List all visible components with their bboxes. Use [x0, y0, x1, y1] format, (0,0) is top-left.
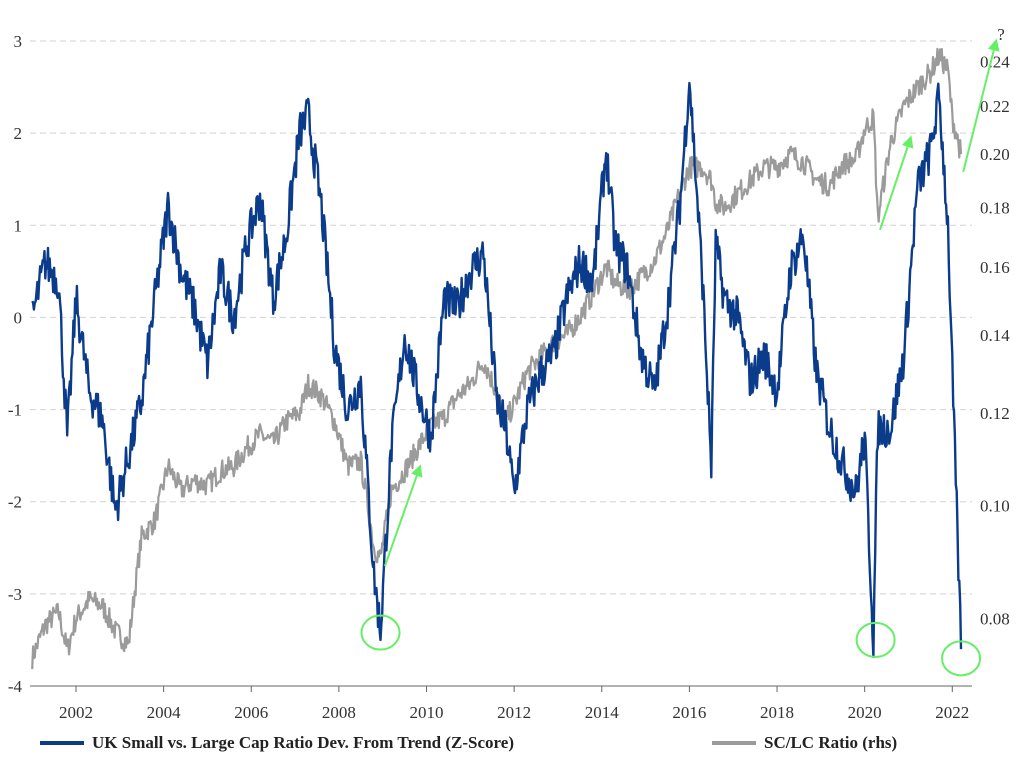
right-tick-label: 0.24	[980, 53, 1010, 72]
left-tick-label: -4	[8, 677, 23, 696]
annotation-circle-3	[941, 640, 982, 677]
x-tick-label: 2020	[848, 703, 882, 722]
x-tick-label: 2018	[760, 703, 794, 722]
legend-item-primary: UK Small vs. Large Cap Ratio Dev. From T…	[40, 733, 514, 753]
right-tick-label: 0.12	[980, 404, 1010, 423]
legend-label-primary: UK Small vs. Large Cap Ratio Dev. From T…	[92, 733, 514, 752]
left-axis-ticks: 3 2 1 0 -1 -2 -3 -4	[8, 32, 23, 696]
right-tick-label: 0.10	[980, 496, 1010, 515]
x-tick-label: 2022	[935, 703, 969, 722]
left-tick-label: 2	[14, 124, 23, 143]
left-tick-label: -2	[8, 493, 22, 512]
gridlines	[30, 40, 972, 687]
annotation-question-mark: ?	[997, 25, 1005, 44]
annotations-layer: ?	[360, 25, 1005, 677]
right-tick-label: 0.22	[980, 97, 1010, 116]
right-tick-label: 0.14	[980, 326, 1010, 345]
x-tick-label: 2014	[585, 703, 620, 722]
legend-swatch-secondary	[712, 741, 756, 745]
right-axis-ticks: 0.24 0.22 0.20 0.18 0.16 0.14 0.12 0.10 0.08	[980, 53, 1010, 629]
right-tick-label: 0.20	[980, 145, 1010, 164]
right-tick-label: 0.18	[980, 198, 1010, 217]
x-tick-label: 2010	[410, 703, 444, 722]
annotation-arrow-3	[962, 38, 1000, 173]
x-axis-ticks: 2002 2004 2006 2008 2010 2012 2014 2016 2018 2020…	[30, 685, 972, 722]
annotation-circle-2	[855, 621, 896, 658]
left-tick-label: 1	[14, 216, 23, 235]
left-tick-label: -1	[8, 401, 22, 420]
series-line-zscore	[31, 81, 963, 658]
x-tick-label: 2004	[147, 703, 182, 722]
series-layer	[31, 47, 963, 670]
x-tick-label: 2008	[322, 703, 356, 722]
legend-label-secondary: SC/LC Ratio (rhs)	[764, 733, 898, 752]
right-tick-label: 0.16	[980, 258, 1010, 277]
annotation-arrow-1	[383, 464, 423, 567]
x-tick-label: 2012	[497, 703, 531, 722]
legend-item-secondary: SC/LC Ratio (rhs)	[712, 733, 897, 753]
left-tick-label: 0	[14, 308, 23, 327]
left-tick-label: -3	[8, 585, 22, 604]
left-tick-label: 3	[14, 32, 23, 51]
series-line-sc-lc-ratio	[31, 47, 963, 670]
x-tick-label: 2002	[59, 703, 93, 722]
annotation-circle-1	[360, 614, 401, 651]
x-tick-label: 2016	[672, 703, 706, 722]
x-tick-label: 2006	[234, 703, 268, 722]
right-tick-label: 0.08	[980, 609, 1010, 628]
legend-swatch-primary	[40, 741, 84, 745]
annotation-arrow-2	[879, 135, 914, 231]
